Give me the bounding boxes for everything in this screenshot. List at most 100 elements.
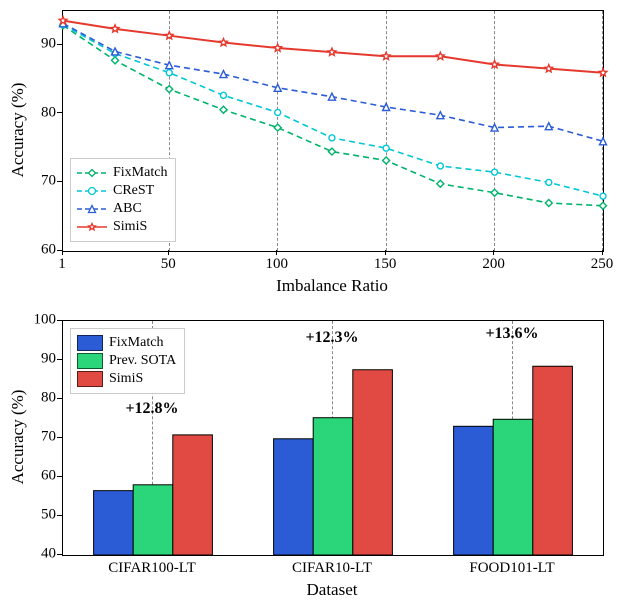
ytick bbox=[57, 250, 62, 251]
marker-FixMatch bbox=[328, 148, 335, 155]
marker-SimiS bbox=[328, 48, 336, 55]
marker-SimiS bbox=[599, 69, 607, 76]
bar-FixMatch bbox=[94, 491, 134, 555]
marker-SimiS bbox=[437, 52, 445, 59]
xtick-label: 250 bbox=[591, 256, 614, 273]
marker-ABC bbox=[437, 112, 444, 119]
legend-row: FixMatch bbox=[77, 164, 167, 182]
marker-ABC bbox=[328, 93, 335, 100]
marker-CReST bbox=[275, 109, 281, 115]
bar-SimiS bbox=[533, 366, 573, 555]
annotation: +12.3% bbox=[305, 329, 358, 347]
marker-CReST bbox=[600, 193, 606, 199]
annotation: +12.8% bbox=[125, 400, 178, 418]
xtick-label: 1 bbox=[58, 256, 66, 273]
bar-SimiS bbox=[353, 370, 393, 555]
marker-SimiS bbox=[274, 44, 282, 51]
bottom-xlabel: Dataset bbox=[307, 580, 358, 600]
legend-label: CReST bbox=[113, 183, 154, 199]
ytick-label: 90 bbox=[28, 351, 56, 368]
legend-swatch bbox=[77, 353, 103, 369]
ytick bbox=[57, 112, 62, 113]
legend-swatch bbox=[77, 166, 107, 180]
ytick bbox=[57, 437, 62, 438]
xtick-label: 200 bbox=[482, 256, 505, 273]
marker-ABC bbox=[383, 104, 390, 111]
legend-label: ABC bbox=[113, 201, 142, 217]
ytick bbox=[57, 476, 62, 477]
marker-CReST bbox=[383, 145, 389, 151]
marker-ABC bbox=[166, 62, 173, 69]
ytick bbox=[57, 320, 62, 321]
ytick-label: 60 bbox=[28, 468, 56, 485]
marker-FixMatch bbox=[600, 202, 607, 209]
marker-SimiS bbox=[491, 60, 499, 67]
legend-row: CReST bbox=[77, 182, 167, 200]
ytick-label: 40 bbox=[28, 546, 56, 563]
legend-label: FixMatch bbox=[113, 165, 167, 181]
ytick bbox=[57, 44, 62, 45]
marker-FixMatch bbox=[274, 124, 281, 131]
marker-CReST bbox=[546, 179, 552, 185]
legend-row: FixMatch bbox=[77, 334, 176, 352]
marker-SimiS bbox=[382, 52, 390, 59]
bar-Prev. SOTA bbox=[313, 418, 353, 555]
marker-CReST bbox=[220, 92, 226, 98]
ytick bbox=[57, 554, 62, 555]
ytick-label: 100 bbox=[28, 312, 56, 329]
marker-FixMatch bbox=[220, 106, 227, 113]
marker-FixMatch bbox=[545, 200, 552, 207]
xtick-label: 50 bbox=[161, 256, 176, 273]
legend-swatch bbox=[77, 371, 103, 387]
ytick-label: 80 bbox=[32, 104, 56, 121]
legend-swatch bbox=[77, 220, 107, 234]
ytick bbox=[57, 359, 62, 360]
figure: 15010015020025060708090Imbalance RatioAc… bbox=[0, 0, 620, 600]
marker-ABC bbox=[600, 138, 607, 145]
marker-SimiS bbox=[545, 65, 553, 72]
ytick-label: 50 bbox=[28, 507, 56, 524]
marker-ABC bbox=[274, 84, 281, 91]
marker-CReST bbox=[492, 169, 498, 175]
top-legend: FixMatchCReSTABCSimiS bbox=[70, 158, 176, 242]
xtick-label: CIFAR100-LT bbox=[108, 560, 196, 577]
ytick bbox=[57, 398, 62, 399]
marker-SimiS bbox=[165, 32, 173, 39]
ytick-label: 70 bbox=[32, 173, 56, 190]
marker-SimiS bbox=[59, 17, 67, 24]
bar-Prev. SOTA bbox=[133, 485, 173, 555]
top-ylabel: Accuracy (%) bbox=[8, 83, 28, 178]
xtick bbox=[602, 250, 603, 255]
legend-swatch bbox=[77, 335, 103, 351]
line-ABC bbox=[63, 23, 603, 141]
marker-SimiS bbox=[220, 39, 228, 46]
marker-ABC bbox=[112, 48, 119, 55]
marker-FixMatch bbox=[166, 86, 173, 93]
bar-FixMatch bbox=[274, 439, 314, 555]
bar-FixMatch bbox=[454, 426, 494, 555]
marker-ABC bbox=[491, 124, 498, 131]
legend-label: Prev. SOTA bbox=[109, 353, 176, 369]
bottom-ylabel: Accuracy (%) bbox=[8, 390, 28, 485]
legend-row: ABC bbox=[77, 200, 167, 218]
xtick bbox=[168, 250, 169, 255]
annotation: +13.6% bbox=[485, 325, 538, 343]
xtick bbox=[493, 250, 494, 255]
ytick bbox=[57, 181, 62, 182]
legend-row: SimiS bbox=[77, 370, 176, 388]
ytick-label: 60 bbox=[32, 242, 56, 259]
xtick-label: 100 bbox=[265, 256, 288, 273]
marker-FixMatch bbox=[383, 157, 390, 164]
ytick bbox=[57, 515, 62, 516]
legend-label: SimiS bbox=[109, 371, 143, 387]
bar-SimiS bbox=[173, 435, 213, 555]
xtick bbox=[276, 250, 277, 255]
top-xlabel: Imbalance Ratio bbox=[276, 276, 388, 296]
legend-swatch bbox=[77, 184, 107, 198]
line-SimiS bbox=[63, 21, 603, 73]
bar-Prev. SOTA bbox=[493, 419, 533, 555]
ytick-label: 90 bbox=[32, 36, 56, 53]
legend-row: Prev. SOTA bbox=[77, 352, 176, 370]
xtick bbox=[62, 250, 63, 255]
ytick-label: 70 bbox=[28, 429, 56, 446]
